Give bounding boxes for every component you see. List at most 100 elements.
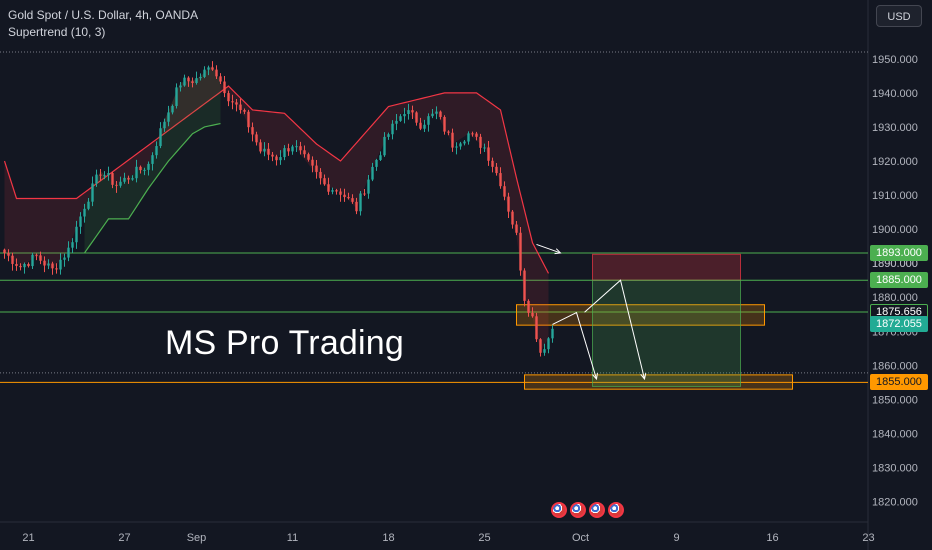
candle-body [131,178,134,180]
candle-body [495,166,498,174]
time-tick-label: Sep [187,532,207,544]
candle [31,252,34,269]
level-price-label: 1893.000 [870,244,928,261]
candle-body [255,134,258,143]
candlestick-series [3,61,554,357]
candle-body [111,173,114,185]
candle [55,263,58,274]
candle [423,119,426,133]
candle-body [455,146,458,148]
price-tick-label: 1860.000 [872,360,918,372]
candle [543,343,546,356]
candle [191,77,194,88]
candle [27,262,30,268]
candle-body [539,339,542,353]
candle [523,268,526,307]
candle [271,152,274,162]
candle [339,188,342,202]
candle-body [407,110,410,115]
candle-body [71,242,74,248]
candle [143,167,146,176]
candle-body [475,133,478,137]
candle [167,105,170,127]
candle [515,220,518,236]
candle-body [139,166,142,171]
level-price-label: 1885.000 [870,272,928,289]
chart-title: Gold Spot / U.S. Dollar, 4h, OANDA [8,8,199,22]
candle-body [487,147,490,161]
indicator-legend[interactable]: Supertrend (10, 3) [8,25,106,39]
candle [527,299,530,317]
candle-body [283,148,286,158]
candle-body [315,165,318,172]
candle [439,110,442,120]
price-tick-label: 1940.000 [872,88,918,100]
candle-body [367,179,370,194]
candle [267,142,270,161]
level-price-label: 1875.656 [870,304,928,321]
candle-body [391,123,394,135]
candle-body [119,181,122,186]
candle-body [251,127,254,135]
candle-body [243,110,246,112]
candle [379,151,382,161]
price-tick-label: 1900.000 [872,224,918,236]
price-tick-label: 1820.000 [872,497,918,509]
price-tick-label: 1930.000 [872,122,918,134]
candle [435,106,438,120]
candle [87,197,90,211]
candle-body [179,85,182,88]
us-flag-icon[interactable] [608,502,624,518]
us-flag-icon[interactable] [551,502,567,518]
candle [311,156,314,173]
candle-body [303,150,306,155]
candle [343,188,346,202]
candle [459,141,462,150]
candle [23,262,26,274]
candle-body [431,113,434,117]
us-flag-icon[interactable] [589,502,605,518]
candle-body [23,263,26,268]
candle-body [503,186,506,197]
candle-body [523,270,526,301]
candle [479,133,482,154]
price-tick-label: 1910.000 [872,190,918,202]
candle [99,168,102,182]
candle-body [183,77,186,86]
candle-body [411,110,414,113]
us-flag-icon[interactable] [570,502,586,518]
candle [211,61,214,71]
candle [279,150,282,165]
candle [171,104,174,115]
candle-body [551,328,554,339]
candle-body [507,196,510,212]
candle [463,140,466,146]
candle-body [355,201,358,212]
price-tick-label: 1920.000 [872,156,918,168]
candle [507,192,510,218]
candle [43,256,46,273]
currency-button[interactable]: USD [876,5,922,27]
candle [227,90,230,107]
candle-body [319,171,322,179]
candle-body [163,121,166,129]
candle [163,118,166,132]
candle [39,251,42,265]
candle-body [31,254,34,267]
candle [259,139,262,154]
candle [411,105,414,120]
candle [359,190,362,216]
candle-body [135,166,138,179]
candle [283,145,286,161]
candle-body [87,201,90,209]
candle [75,220,78,249]
candle-body [267,148,270,155]
candle [103,171,106,180]
candle [395,113,398,131]
candle [455,142,458,155]
candle-body [155,146,158,156]
candle [367,174,370,199]
candle [295,140,298,153]
candle [239,98,242,114]
